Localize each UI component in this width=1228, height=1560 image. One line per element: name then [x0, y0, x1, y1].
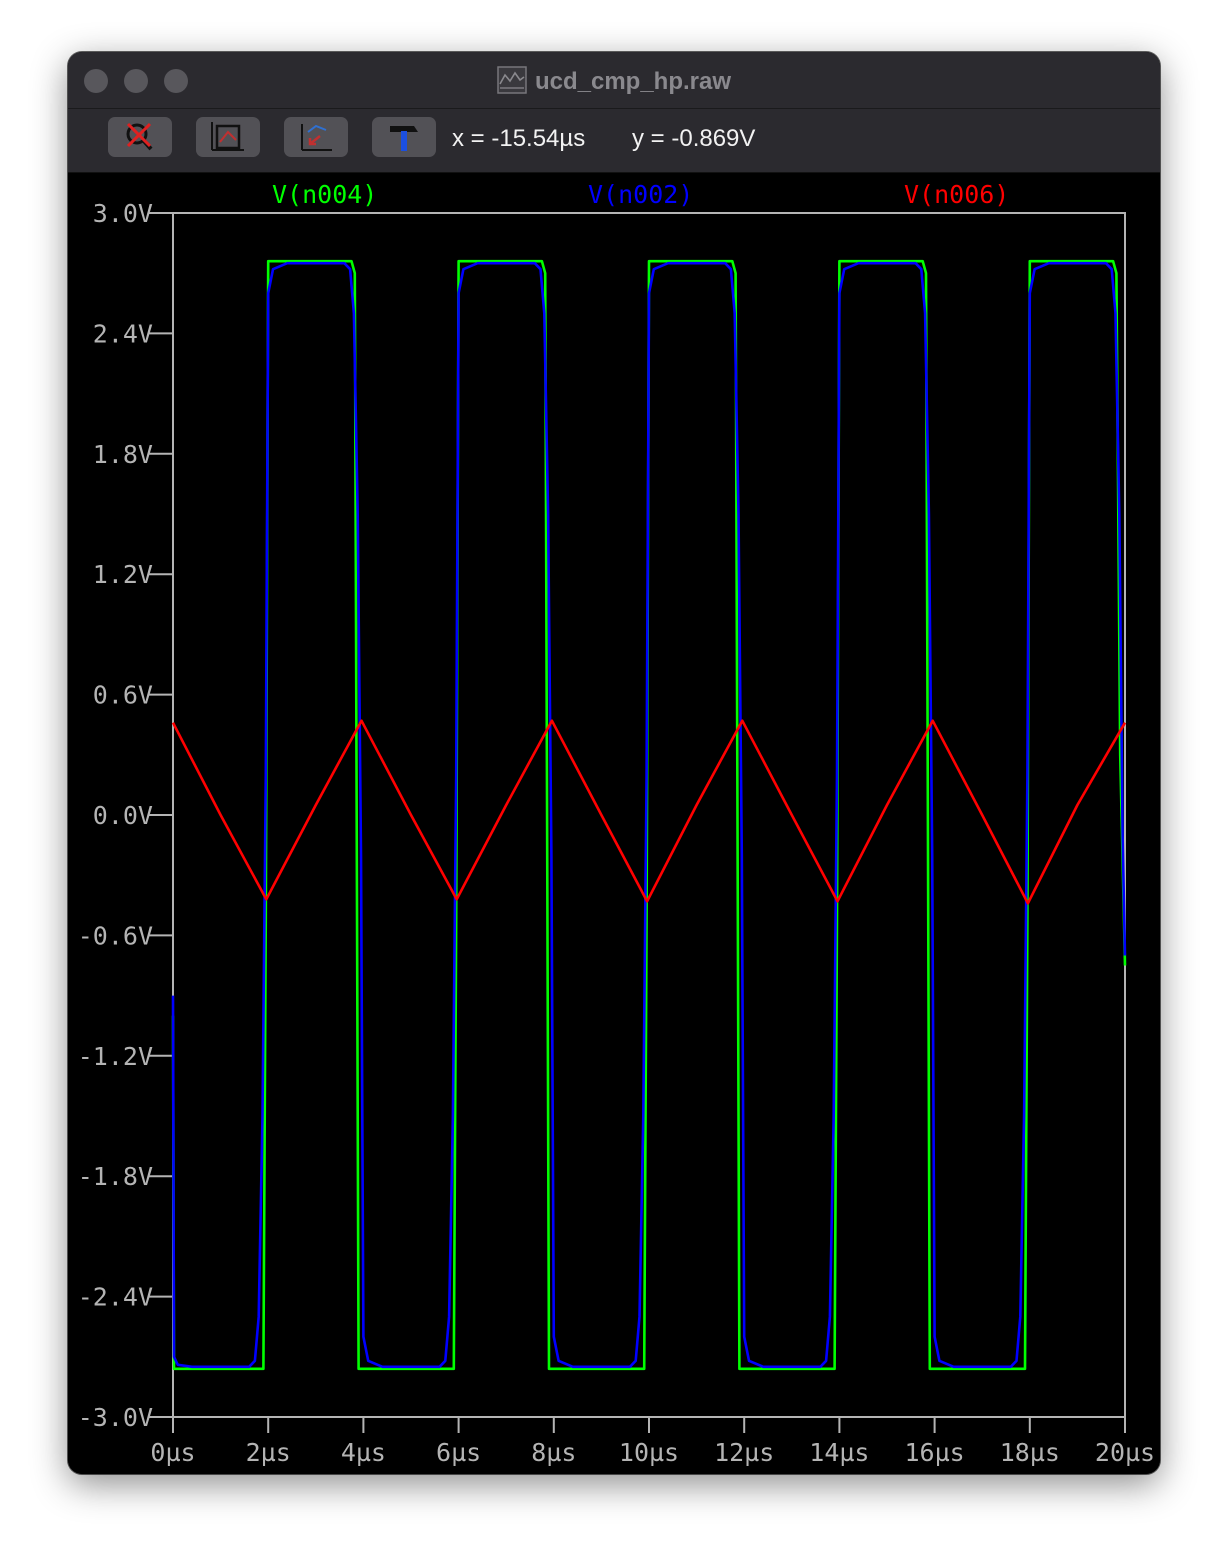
- x-tick-label: 8µs: [531, 1438, 576, 1467]
- autorange-disable-icon: [126, 122, 153, 151]
- x-tick-label: 0µs: [150, 1438, 195, 1467]
- close-window-button[interactable]: [84, 69, 108, 93]
- y-tick-label: 2.4V: [93, 319, 153, 348]
- x-tick-label: 16µs: [904, 1438, 964, 1467]
- trace-vn006[interactable]: [171, 719, 1127, 905]
- zoom-back-icon: [301, 124, 332, 151]
- waveform-viewer-window: ucd_cmp_hp.raw: [68, 52, 1160, 1474]
- legend-entry-vn006[interactable]: V(n006): [904, 180, 1009, 209]
- zoom-back-button[interactable]: [284, 117, 348, 157]
- x-tick-label: 14µs: [809, 1438, 869, 1467]
- y-tick-label: -2.4V: [78, 1283, 153, 1312]
- x-tick-label: 2µs: [246, 1438, 291, 1467]
- y-tick-label: -1.2V: [78, 1042, 153, 1071]
- hammer-icon: [390, 126, 418, 151]
- toolbar: x = -15.54µs y = -0.869V: [68, 109, 1160, 173]
- window-title: ucd_cmp_hp.raw: [68, 66, 1160, 96]
- legend-entry-vn004[interactable]: V(n004): [272, 180, 377, 209]
- autorange-toggle-button[interactable]: [108, 117, 172, 157]
- x-tick-label: 10µs: [619, 1438, 679, 1467]
- x-tick-label: 20µs: [1095, 1438, 1155, 1467]
- y-tick-label: -3.0V: [78, 1403, 153, 1432]
- hammer-button[interactable]: [372, 117, 436, 157]
- x-tick-label: 18µs: [1000, 1438, 1060, 1467]
- x-tick-label: 6µs: [436, 1438, 481, 1467]
- waveform-plot[interactable]: V(n004) V(n002) V(n006) 3.0V 2.4V 1.8V 1.2V 0.…: [68, 173, 1160, 1474]
- cursor-y-readout: y = -0.869V: [632, 125, 756, 152]
- window-title-text: ucd_cmp_hp.raw: [534, 68, 732, 95]
- trace-vn004[interactable]: [171, 259, 1127, 1371]
- legend-entry-vn002[interactable]: V(n002): [588, 180, 693, 209]
- zoom-full-extents-icon: [211, 122, 244, 151]
- y-tick-label: 0.6V: [93, 681, 153, 710]
- x-tick-label: 12µs: [714, 1438, 774, 1467]
- zoom-full-button[interactable]: [196, 117, 260, 157]
- minimize-window-button[interactable]: [124, 69, 148, 93]
- y-tick-label: 0.0V: [93, 801, 153, 830]
- zoom-window-button[interactable]: [164, 69, 188, 93]
- waveform-doc-icon: [497, 66, 527, 94]
- title-bar: ucd_cmp_hp.raw: [68, 52, 1160, 109]
- y-tick-label: 3.0V: [93, 199, 153, 228]
- y-tick-label: -1.8V: [78, 1162, 153, 1191]
- x-tick-label: 4µs: [341, 1438, 386, 1467]
- trace-vn002[interactable]: [171, 261, 1127, 1369]
- y-tick-label: -0.6V: [78, 921, 153, 950]
- cursor-x-readout: x = -15.54µs: [452, 125, 586, 152]
- y-tick-label: 1.2V: [93, 560, 153, 589]
- y-tick-label: 1.8V: [93, 440, 153, 469]
